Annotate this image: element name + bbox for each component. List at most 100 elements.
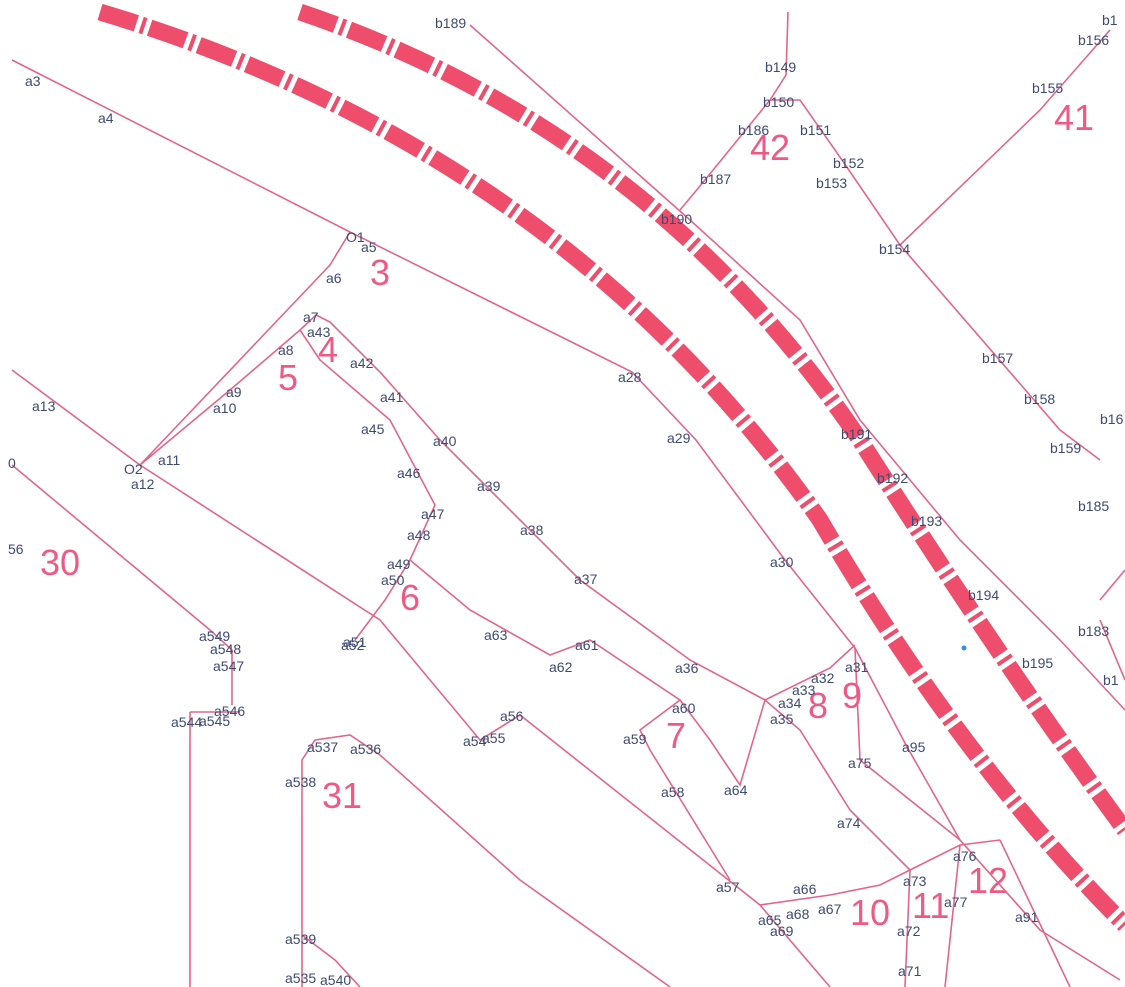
point-label: b150	[763, 94, 794, 110]
point-label: a31	[845, 659, 869, 675]
point-label: a55	[482, 730, 506, 746]
point-label: a34	[778, 695, 802, 711]
point-label: b153	[816, 175, 847, 191]
point-label: a540	[320, 972, 351, 987]
parcel-number: 12	[968, 860, 1008, 901]
parcel-number: 42	[750, 127, 790, 168]
point-label: a65	[758, 912, 782, 928]
point-label: b1	[1102, 12, 1118, 28]
marker-dot	[961, 645, 967, 651]
point-label: b1	[1103, 672, 1119, 688]
point-label: a547	[213, 658, 244, 674]
point-label: a539	[285, 931, 316, 947]
point-label: a33	[792, 682, 816, 698]
point-label: a13	[32, 398, 56, 414]
point-label: a72	[897, 923, 921, 939]
point-label: b156	[1078, 32, 1109, 48]
point-label: b149	[765, 59, 796, 75]
point-label: a544	[171, 714, 202, 730]
point-label: a28	[618, 369, 642, 385]
point-label: a548	[210, 641, 241, 657]
point-label: a54	[463, 733, 487, 749]
point-label: a73	[903, 873, 927, 889]
point-label: a63	[484, 627, 508, 643]
parcel-number: 41	[1054, 97, 1094, 138]
parcel-number: 5	[278, 357, 298, 398]
point-label: a59	[623, 731, 647, 747]
point-label: a8	[278, 342, 294, 358]
point-label: b193	[911, 513, 942, 529]
point-label: a38	[520, 522, 544, 538]
point-label: a61	[575, 637, 599, 653]
parcel-numbers: 3 4 5 6 7 8 9 10 11 12 30 31 41 42	[40, 97, 1094, 933]
point-label: b157	[982, 350, 1013, 366]
point-label: a60	[672, 700, 696, 716]
point-label: b186	[738, 122, 769, 138]
point-label: a74	[837, 815, 861, 831]
point-label: b183	[1078, 623, 1109, 639]
road-band	[97, 3, 1125, 932]
point-label: 56	[8, 541, 24, 557]
point-label: a37	[574, 571, 598, 587]
point-label: a4	[98, 110, 114, 126]
point-label: a64	[724, 782, 748, 798]
point-label: b189	[435, 15, 466, 31]
point-label: a68	[786, 906, 810, 922]
point-label: a537	[307, 739, 338, 755]
point-label: a3	[25, 73, 41, 89]
point-labels: b189 b1 b156 a3 b149 b155 b150 a4 b186 b…	[8, 12, 1124, 987]
point-label: a12	[131, 476, 155, 492]
point-label: b152	[833, 155, 864, 171]
point-label: b155	[1032, 80, 1063, 96]
point-label: a43	[307, 324, 331, 340]
point-label: a66	[793, 881, 817, 897]
point-label: b190	[661, 211, 692, 227]
point-label: b185	[1078, 498, 1109, 514]
point-label: a29	[667, 430, 691, 446]
point-label: a47	[421, 506, 445, 522]
point-label: a535	[285, 970, 316, 986]
point-label: a6	[326, 270, 342, 286]
point-label: a45	[361, 421, 385, 437]
point-label: a50	[381, 572, 405, 588]
point-label: O1	[346, 229, 365, 245]
parcel-number: 3	[370, 252, 390, 293]
point-label: a30	[770, 554, 794, 570]
parcel-number: 8	[808, 685, 828, 726]
point-label: a56	[500, 708, 524, 724]
point-label: b151	[800, 122, 831, 138]
point-label: a62	[549, 659, 573, 675]
point-label: b195	[1022, 655, 1053, 671]
parcel-boundaries	[11, 11, 1125, 987]
point-label: b158	[1024, 391, 1055, 407]
point-label: b194	[968, 587, 999, 603]
point-label: b191	[841, 426, 872, 442]
point-label: a9	[226, 384, 242, 400]
point-label: a49	[387, 556, 411, 572]
point-label: a538	[285, 774, 316, 790]
point-label: b154	[879, 241, 910, 257]
point-label: 0	[8, 455, 16, 471]
parcel-number: 31	[322, 775, 362, 816]
point-label: a10	[213, 400, 237, 416]
point-label: b159	[1050, 440, 1081, 456]
point-label: a69	[770, 923, 794, 939]
point-label: a5	[361, 239, 377, 255]
parcel-number: 9	[842, 675, 862, 716]
parcel-number: 6	[400, 577, 420, 618]
point-label: a91	[1015, 909, 1039, 925]
point-label: a95	[902, 739, 926, 755]
point-label: a11	[158, 452, 181, 468]
point-label: a549	[199, 628, 230, 644]
point-label: a35	[770, 711, 794, 727]
point-label: a546	[214, 703, 245, 719]
point-label: b192	[877, 470, 908, 486]
point-label: a76	[953, 848, 977, 864]
point-label: a58	[661, 784, 685, 800]
point-label: b187	[700, 171, 731, 187]
point-label: a48	[407, 527, 431, 543]
point-label: a7	[303, 309, 319, 325]
parcel-number: 7	[666, 715, 686, 756]
point-label: b16	[1100, 411, 1124, 427]
